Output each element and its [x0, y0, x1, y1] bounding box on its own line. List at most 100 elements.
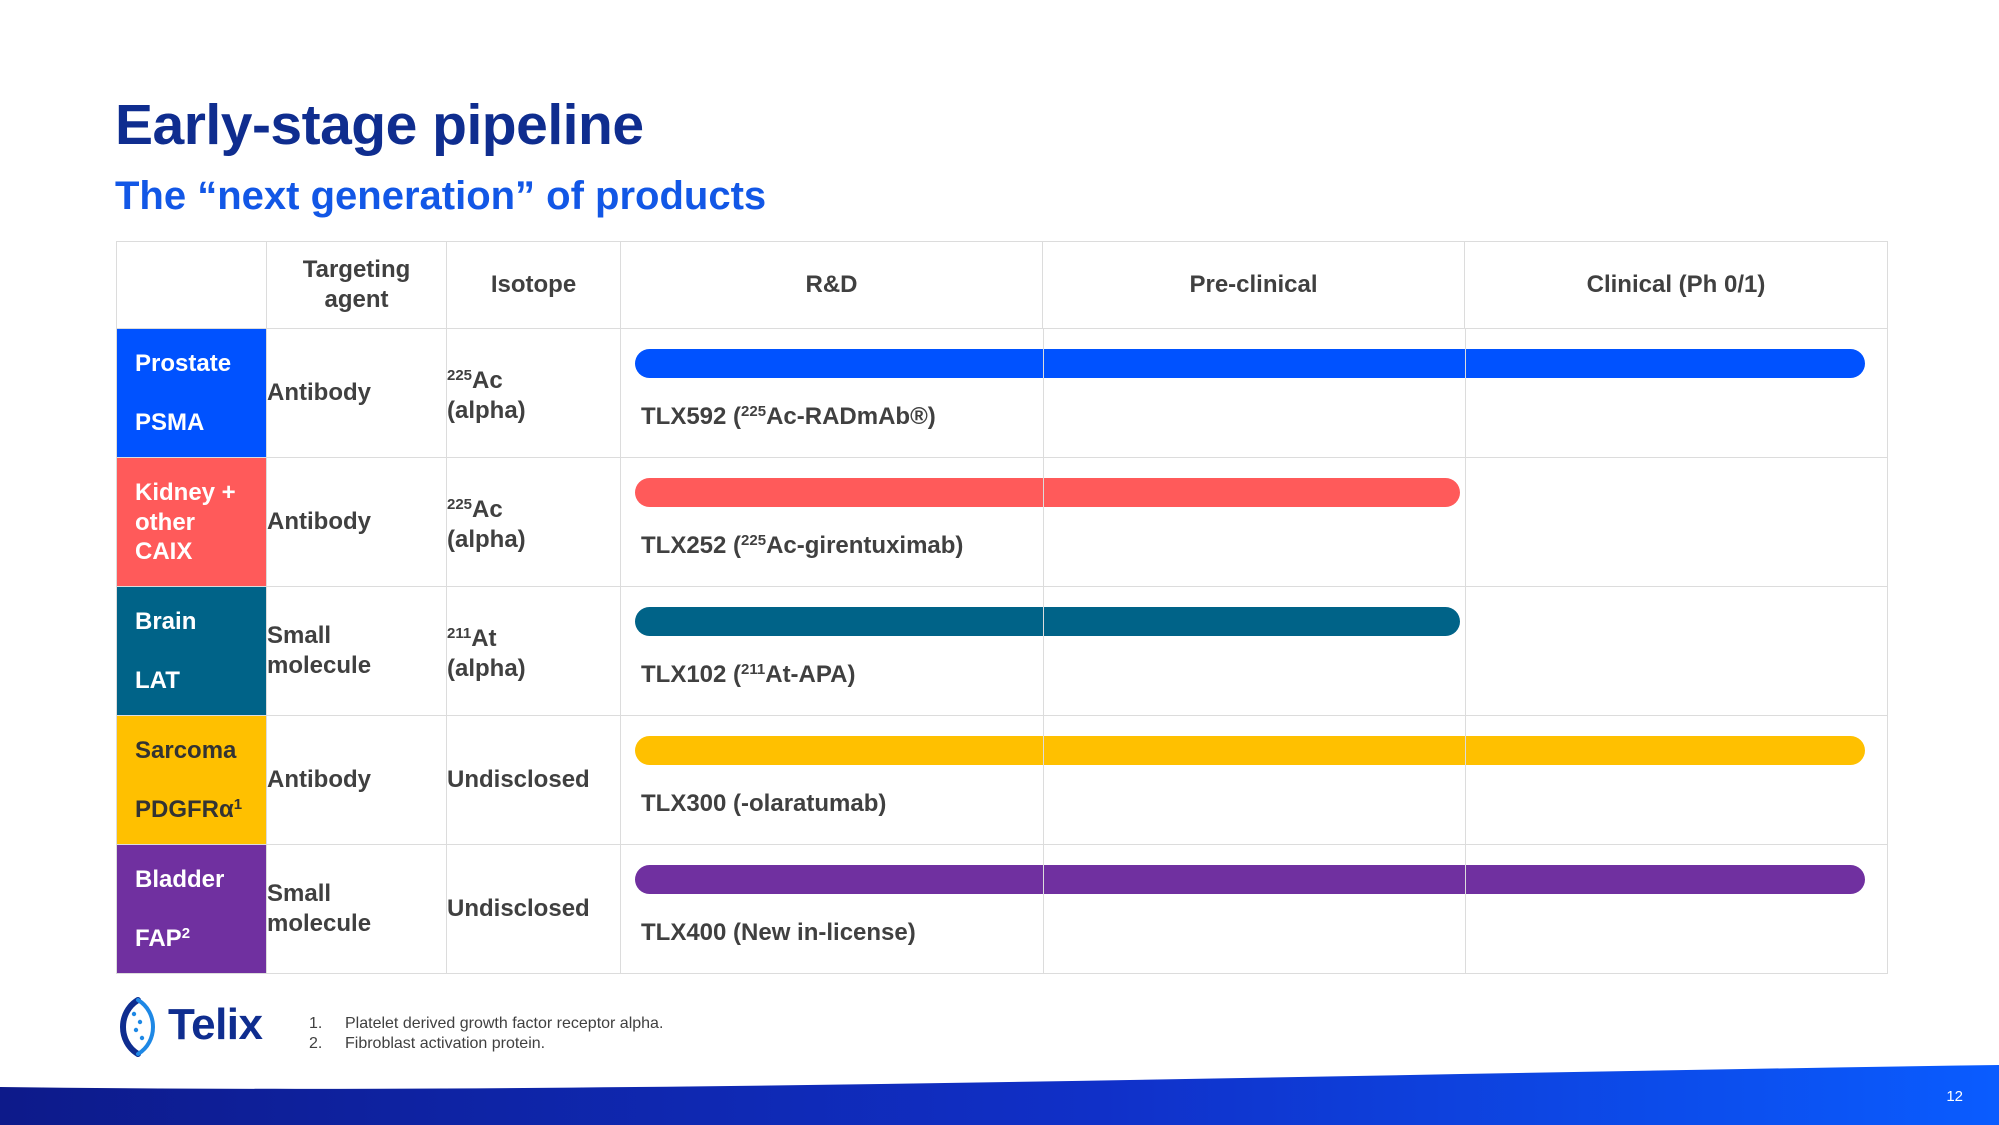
- product-name: TLX300 (-olaratumab): [641, 790, 886, 818]
- header-targeting-agent-label: Targeting agent: [302, 256, 411, 313]
- footnote-text: Fibroblast activation protein.: [345, 1035, 546, 1052]
- isotope-cell: 225Ac (alpha): [446, 457, 621, 587]
- target-label: LAT: [135, 667, 180, 694]
- pipeline-table: Targeting agent Isotope R&D Pre-clinical…: [116, 241, 1888, 974]
- footnote-num: 2.: [309, 1035, 323, 1052]
- progress-bar: [635, 607, 1460, 636]
- isotope-element: Undisclosed: [447, 895, 590, 922]
- isotope-element: At: [471, 624, 497, 652]
- isotope-mass-number: 225: [447, 366, 473, 384]
- indication-name: Prostate: [135, 350, 232, 377]
- progress-bar: [635, 865, 1865, 894]
- target-footnote-ref: 1: [233, 796, 243, 813]
- page-number: 12: [1946, 1088, 1963, 1105]
- pipeline-row: Kidney + other CAIX Antibody 225Ac (alpha…: [116, 457, 1888, 587]
- isotope-cell: 211At (alpha): [446, 586, 621, 716]
- target-label: PSMA: [135, 409, 205, 436]
- target-name: LAT: [135, 667, 180, 695]
- indication-cell: Brain LAT: [116, 586, 267, 716]
- targeting-agent-cell: Small molecule: [266, 844, 447, 974]
- target-name: PDGFRα1: [135, 796, 242, 824]
- targeting-agent: Small molecule: [267, 622, 372, 679]
- stage-divider: [1465, 587, 1466, 715]
- product-name-prefix: TLX400 (New in-license): [641, 919, 916, 946]
- stage-cell: TLX400 (New in-license): [620, 844, 1888, 974]
- targeting-agent-cell: Antibody: [266, 328, 447, 458]
- progress-bar: [635, 478, 1460, 507]
- isotope-cell: Undisclosed: [446, 844, 621, 974]
- stage-cell: TLX592 (225Ac-RADmAb®): [620, 328, 1888, 458]
- stage-divider: [1043, 458, 1044, 586]
- header-isotope: Isotope: [446, 241, 621, 329]
- indication-name: Brain: [135, 608, 197, 635]
- targeting-agent: Small molecule: [267, 880, 372, 937]
- header-indication: [116, 241, 267, 329]
- target-name: PSMA: [135, 409, 204, 437]
- indication-cell: Sarcoma PDGFRα1: [116, 715, 267, 845]
- page-title: Early-stage pipeline: [115, 93, 644, 157]
- isotope-mass-number: 211: [447, 624, 472, 642]
- target-label: CAIX: [135, 538, 193, 565]
- indication-name: Kidney + other: [135, 479, 236, 536]
- footnote-2: 2. Fibroblast activation protein.: [309, 1034, 663, 1054]
- logo-text: Telix: [168, 1000, 263, 1049]
- product-isotope-mass: 211: [741, 661, 766, 678]
- indication-name: Bladder: [135, 866, 225, 893]
- pipeline-row: Prostate PSMA Antibody 225Ac (alpha) TLX5…: [116, 328, 1888, 458]
- product-name-suffix: At-APA): [765, 661, 856, 688]
- footnote-text: Platelet derived growth factor receptor …: [345, 1015, 664, 1032]
- targeting-agent: Antibody: [267, 766, 371, 793]
- footnote-1: 1. Platelet derived growth factor recepto…: [309, 1014, 663, 1034]
- telix-helix-icon: [120, 997, 155, 1057]
- product-name-prefix: TLX592 (: [641, 403, 742, 430]
- telix-logo: Telix: [112, 996, 263, 1058]
- stage-divider: [1043, 329, 1044, 457]
- isotope-type: (alpha): [447, 396, 526, 424]
- isotope-type: (alpha): [447, 654, 526, 682]
- stage-cell: TLX102 (211At-APA): [620, 586, 1888, 716]
- footnote-num: 1.: [309, 1015, 323, 1032]
- progress-bar: [635, 349, 1865, 378]
- pipeline-row: Brain LAT Small molecule 211At (alpha) TL…: [116, 586, 1888, 716]
- target-name: FAP2: [135, 925, 190, 953]
- isotope-type: (alpha): [447, 525, 526, 553]
- pipeline-row: Bladder FAP2 Small molecule Undisclosed …: [116, 844, 1888, 974]
- isotope-element: Ac: [472, 495, 503, 523]
- isotope-cell: Undisclosed: [446, 715, 621, 845]
- product-isotope-mass: 225: [741, 403, 767, 420]
- targeting-agent: Antibody: [267, 379, 371, 406]
- header-clinical: Clinical (Ph 0/1): [1464, 241, 1888, 329]
- stage-divider: [1043, 845, 1044, 973]
- header-row: Targeting agent Isotope R&D Pre-clinical…: [116, 241, 1888, 329]
- stage-divider: [1465, 845, 1466, 973]
- stage-divider: [1043, 716, 1044, 844]
- product-name: TLX102 (211At-APA): [641, 661, 855, 689]
- product-name: TLX592 (225Ac-RADmAb®): [641, 403, 936, 431]
- indication-cell: Bladder FAP2: [116, 844, 267, 974]
- progress-bar: [635, 736, 1865, 765]
- product-name-prefix: TLX252 (: [641, 532, 742, 559]
- targeting-agent-cell: Antibody: [266, 715, 447, 845]
- product-name-suffix: Ac-RADmAb®): [766, 403, 936, 430]
- product-name-suffix: Ac-girentuximab): [766, 532, 964, 559]
- stage-divider: [1465, 329, 1466, 457]
- product-name: TLX252 (225Ac-girentuximab): [641, 532, 963, 560]
- header-targeting-agent: Targeting agent: [266, 241, 447, 329]
- indication-name: Sarcoma: [135, 737, 237, 764]
- stage-cell: TLX252 (225Ac-girentuximab): [620, 457, 1888, 587]
- target-footnote-ref: 2: [181, 925, 191, 942]
- isotope-element: Ac: [472, 366, 503, 394]
- footnotes: 1. Platelet derived growth factor recepto…: [309, 1014, 663, 1054]
- targeting-agent-cell: Antibody: [266, 457, 447, 587]
- target-label: FAP: [135, 925, 182, 952]
- header-rd: R&D: [620, 241, 1043, 329]
- indication-cell: Kidney + other CAIX: [116, 457, 267, 587]
- page-subtitle: The “next generation” of products: [115, 174, 767, 218]
- product-name-prefix: TLX102 (: [641, 661, 742, 688]
- product-name-prefix: TLX300 (-olaratumab): [641, 790, 887, 817]
- isotope-mass-number: 225: [447, 495, 473, 513]
- targeting-agent-cell: Small molecule: [266, 586, 447, 716]
- targeting-agent: Antibody: [267, 508, 371, 535]
- stage-divider: [1465, 458, 1466, 586]
- footer-wave: [0, 1065, 1999, 1125]
